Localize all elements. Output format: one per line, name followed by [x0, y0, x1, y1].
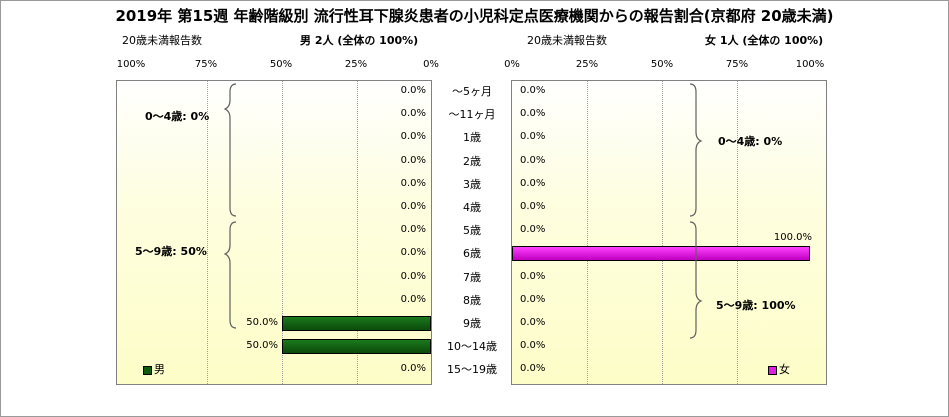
male-data-label: 0.0% [400, 363, 426, 375]
left-subheader-count: 20歳未満報告数 [122, 34, 202, 47]
male-legend-swatch [143, 365, 152, 375]
female-data-label: 0.0% [520, 270, 546, 282]
left-tick-label: 75% [194, 59, 218, 70]
female-data-label: 0.0% [520, 224, 546, 236]
left-tick-label: 25% [344, 59, 368, 70]
gridline [207, 81, 208, 384]
female-data-label: 0.0% [520, 340, 546, 352]
male-data-label: 0.0% [400, 154, 426, 166]
female-data-label: 0.0% [520, 293, 546, 305]
male-data-label: 50.0% [246, 317, 278, 328]
male-data-label: 0.0% [400, 85, 426, 96]
male-data-label: 50.0% [246, 340, 278, 352]
female-data-label: 0.0% [520, 177, 546, 189]
male-data-label: 0.0% [400, 224, 426, 236]
left-subheader-male-text: 男 2人 (全体の 100%) [300, 34, 419, 47]
right-tick-label: 50% [650, 59, 674, 70]
male-data-label: 0.0% [400, 293, 426, 305]
age-category-label: 15〜19歳 [447, 363, 497, 377]
female-bar [512, 246, 810, 262]
female-data-label: 0.0% [520, 201, 546, 212]
male-data-label: 0.0% [400, 131, 426, 143]
age-category-label: 〜11ヶ月 [448, 108, 496, 122]
female-data-label: 0.0% [520, 85, 546, 96]
male-data-label: 0.0% [400, 177, 426, 189]
left-tick-label: 50% [269, 59, 293, 70]
male-bar [282, 316, 431, 331]
gridline [282, 81, 283, 384]
female-group-0-4-label: 0〜4歳: 0% [718, 135, 783, 148]
female-data-label: 100.0% [773, 232, 812, 244]
age-category-label: 4歳 [463, 201, 481, 214]
gridline [357, 81, 358, 384]
female-data-label: 0.0% [520, 363, 546, 375]
female-data-label: 0.0% [520, 131, 546, 143]
age-category-label: 9歳 [463, 317, 481, 330]
chart-title: 2019年 第15週 年齢階級別 流行性耳下腺炎患者の小児科定点医療機関からの報… [115, 7, 834, 25]
female-bracket-icon [689, 83, 703, 339]
right-tick-label: 100% [795, 59, 825, 70]
age-category-label: 3歳 [463, 177, 481, 191]
right-subheader-female: 女 1人 (全体の 100%) [705, 32, 823, 48]
age-category-label: 1歳 [463, 131, 481, 145]
male-legend: 男 [143, 361, 165, 377]
right-tick-label: 0% [504, 59, 520, 70]
gridline [737, 81, 738, 384]
age-category-label: 10〜14歳 [447, 340, 497, 354]
right-tick-label: 25% [575, 59, 599, 70]
male-group-5-9-label: 5〜9歳: 50% [135, 245, 207, 258]
male-bracket-icon [224, 83, 237, 329]
right-tick-label: 75% [725, 59, 749, 70]
male-plot-area [116, 80, 432, 385]
female-plot-area [511, 80, 827, 385]
male-data-label: 0.0% [400, 247, 426, 259]
left-tick-label: 0% [423, 59, 439, 70]
female-data-label: 0.0% [520, 317, 546, 328]
male-data-label: 0.0% [400, 270, 426, 282]
male-legend-label: 男 [154, 363, 165, 376]
male-group-0-4-label: 0〜4歳: 0% [145, 110, 210, 123]
female-data-label: 0.0% [520, 108, 546, 120]
age-category-label: 2歳 [463, 154, 481, 168]
female-legend-label: 女 [779, 363, 790, 376]
male-bar [282, 339, 431, 355]
age-category-label: 6歳 [463, 247, 481, 261]
age-category-label: 〜5ヶ月 [452, 85, 492, 98]
age-category-label: 7歳 [463, 270, 481, 284]
female-data-label: 0.0% [520, 154, 546, 166]
female-legend: 女 [768, 361, 790, 377]
male-data-label: 0.0% [400, 201, 426, 212]
male-data-label: 0.0% [400, 108, 426, 120]
age-category-label: 5歳 [463, 224, 481, 238]
age-category-label: 8歳 [463, 293, 481, 307]
left-subheader-male: 男 2人 (全体の 100%) [300, 32, 418, 48]
left-tick-label: 100% [116, 59, 146, 70]
gridline [662, 81, 663, 384]
female-legend-swatch [768, 365, 777, 375]
right-subheader-count: 20歳未満報告数 [527, 34, 607, 47]
gridline [587, 81, 588, 384]
female-group-5-9-label: 5〜9歳: 100% [716, 299, 796, 312]
right-subheader-female-text: 女 1人 (全体の 100%) [705, 34, 824, 47]
